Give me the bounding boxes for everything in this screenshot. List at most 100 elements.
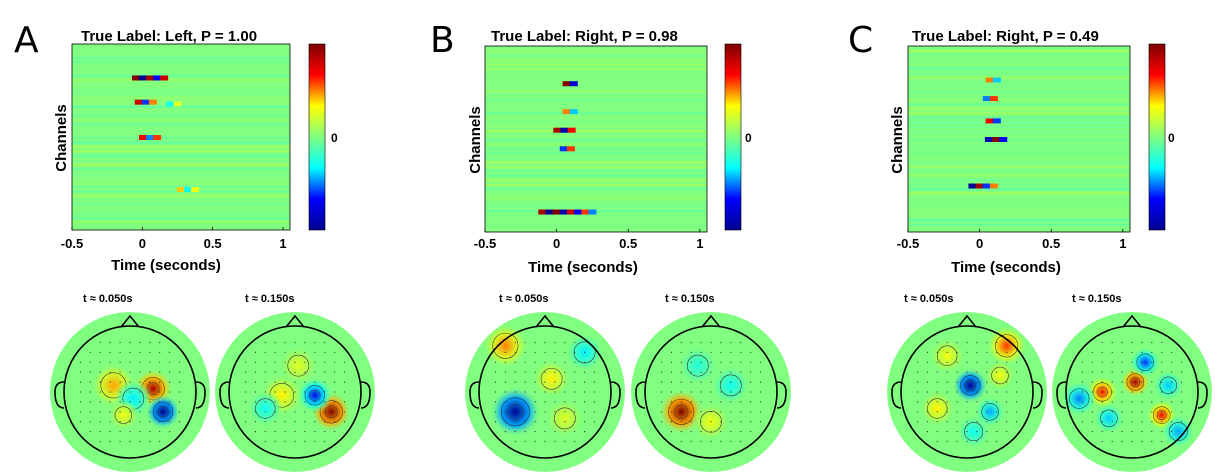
electrode-dot (1091, 351, 1093, 353)
electrode-dot (680, 391, 682, 393)
panel-A-right-ear (195, 381, 206, 409)
panel-B-head-outline (644, 325, 778, 459)
electrode-dot (564, 391, 566, 393)
electrode-dot (334, 361, 336, 363)
electrode-dot (304, 391, 306, 393)
electrode-dot (544, 351, 546, 353)
electrode-dot (700, 421, 702, 423)
electrode-dot (119, 421, 121, 423)
electrode-dot (710, 421, 712, 423)
electrode-dot (916, 381, 919, 383)
electrode-dot (946, 431, 948, 433)
panel-C-heatmap-row (908, 170, 1130, 173)
electrode-dot (1131, 391, 1133, 393)
topomap-contour (700, 410, 722, 433)
electrode-dot (1131, 431, 1133, 433)
electrode-dot (1111, 440, 1113, 443)
electrode-dot (750, 421, 752, 423)
panel-A-heatmap-row (72, 105, 290, 108)
panel-B-heatmap-row (485, 125, 707, 128)
electrode-dot (324, 341, 326, 344)
electrode-dot (514, 351, 516, 353)
electrode-dot (593, 381, 596, 383)
electrode-dot (1006, 411, 1008, 413)
electrode-dot (149, 411, 151, 413)
electrode-dot (1121, 431, 1123, 433)
panel-C-heatmap-cell (984, 137, 993, 142)
electrode-dot (1180, 401, 1183, 403)
electrode-dot (304, 411, 306, 413)
panel-B-heatmap-cell (581, 209, 590, 215)
panel-C-heatmap-row (908, 112, 1130, 115)
electrode-dot (79, 361, 82, 363)
topomap-contour (927, 398, 948, 419)
panel-C-heatmap-row (908, 103, 1130, 106)
electrode-dot (99, 351, 101, 353)
electrode-dot (584, 421, 586, 423)
panel-C-heatmap-row (908, 116, 1130, 119)
panel-A-heatmap-row (72, 185, 290, 188)
electrode-dot (690, 371, 692, 373)
panel-C-heatmap-row (908, 125, 1130, 128)
electrode-dot (99, 371, 101, 373)
electrode-dot (1015, 421, 1018, 423)
electrode-dot (89, 361, 91, 363)
electrode-dot (99, 431, 101, 433)
electrode-dot (966, 371, 968, 373)
panel-letter-A: A (14, 20, 39, 61)
electrode-dot (1180, 361, 1183, 363)
panel-C-title: True Label: Right, P = 0.49 (912, 28, 1099, 45)
electrode-dot (534, 371, 536, 373)
panel-A-head-outline (63, 325, 197, 459)
electrode-dot (976, 431, 978, 433)
panel-A-xtick-label: -0.5 (61, 236, 83, 251)
electrode-dot (324, 411, 326, 413)
electrode-dot (564, 351, 566, 353)
electrode-dot (504, 421, 506, 423)
electrode-dot (504, 391, 506, 393)
electrode-dot (996, 391, 998, 393)
electrode-dot (149, 361, 151, 363)
electrode-dot (554, 351, 556, 353)
electrode-dot (109, 381, 111, 383)
panel-A-heatmap-row (72, 177, 290, 180)
electrode-dot (129, 351, 131, 353)
panel-B-heatmap-row (485, 174, 707, 177)
panel-A-ylabel: Channels (53, 104, 70, 172)
electrode-dot (700, 431, 702, 433)
electrode-dot (274, 440, 276, 443)
panel-B-heatmap-cell (562, 81, 571, 87)
electrode-dot (740, 391, 742, 393)
electrode-dot (690, 381, 692, 383)
panel-B-heatmap-row (485, 76, 707, 79)
electrode-dot (750, 391, 752, 393)
panel-B-heatmap-cell (559, 146, 568, 152)
electrode-dot (534, 431, 536, 433)
topomap-contour (507, 403, 524, 420)
electrode-dot (504, 361, 506, 363)
panel-A-title: True Label: Left, P = 1.00 (81, 28, 257, 45)
electrode-dot (514, 371, 516, 373)
electrode-dot (284, 431, 286, 433)
electrode-dot (244, 381, 247, 383)
panel-A-heatmap-row (72, 141, 290, 144)
topomap-contour (964, 422, 984, 442)
electrode-dot (274, 381, 276, 383)
electrode-dot (946, 411, 948, 413)
panel-C-heatmap-row (908, 107, 1130, 110)
electrode-dot (680, 401, 682, 403)
electrode-dot (680, 381, 682, 383)
electrode-dot (504, 411, 506, 413)
electrode-dot (284, 401, 286, 403)
electrode-dot (254, 401, 256, 403)
electrode-dot (524, 421, 526, 423)
topomap-contour (964, 379, 976, 392)
electrode-dot (670, 361, 673, 363)
electrode-dot (534, 421, 536, 423)
panel-C-heatmap-row (908, 130, 1130, 133)
panel-A-topo-2-label: t ≈ 0.150s (245, 293, 294, 305)
electrode-dot (314, 411, 316, 413)
electrode-dot (264, 411, 266, 413)
electrode-dot (294, 421, 296, 423)
